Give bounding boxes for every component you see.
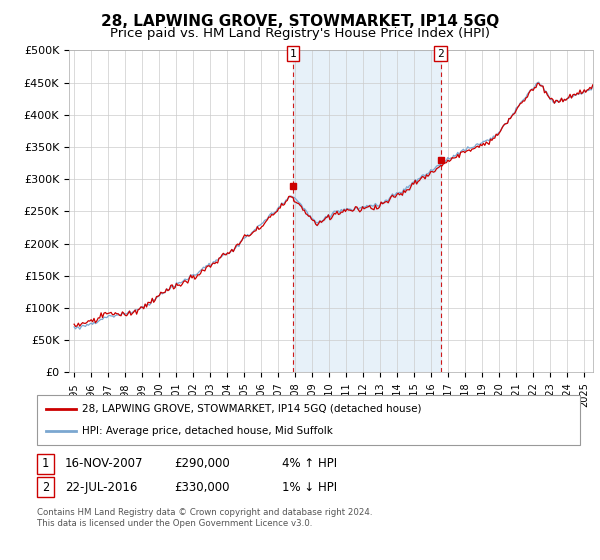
Text: £290,000: £290,000: [174, 457, 230, 470]
Text: 1: 1: [42, 457, 49, 470]
Text: HPI: Average price, detached house, Mid Suffolk: HPI: Average price, detached house, Mid …: [82, 426, 333, 436]
Text: 22-JUL-2016: 22-JUL-2016: [65, 480, 137, 494]
Text: Contains HM Land Registry data © Crown copyright and database right 2024.
This d: Contains HM Land Registry data © Crown c…: [37, 508, 373, 528]
Text: Price paid vs. HM Land Registry's House Price Index (HPI): Price paid vs. HM Land Registry's House …: [110, 27, 490, 40]
Text: 1: 1: [290, 49, 296, 59]
Text: 1% ↓ HPI: 1% ↓ HPI: [282, 480, 337, 494]
Text: 28, LAPWING GROVE, STOWMARKET, IP14 5GQ (detached house): 28, LAPWING GROVE, STOWMARKET, IP14 5GQ …: [82, 404, 422, 414]
Text: 2: 2: [42, 480, 49, 494]
Text: 4% ↑ HPI: 4% ↑ HPI: [282, 457, 337, 470]
Text: £330,000: £330,000: [174, 480, 229, 494]
Text: 16-NOV-2007: 16-NOV-2007: [65, 457, 143, 470]
Text: 2: 2: [437, 49, 444, 59]
Bar: [293, 50, 440, 372]
Text: 28, LAPWING GROVE, STOWMARKET, IP14 5GQ: 28, LAPWING GROVE, STOWMARKET, IP14 5GQ: [101, 14, 499, 29]
